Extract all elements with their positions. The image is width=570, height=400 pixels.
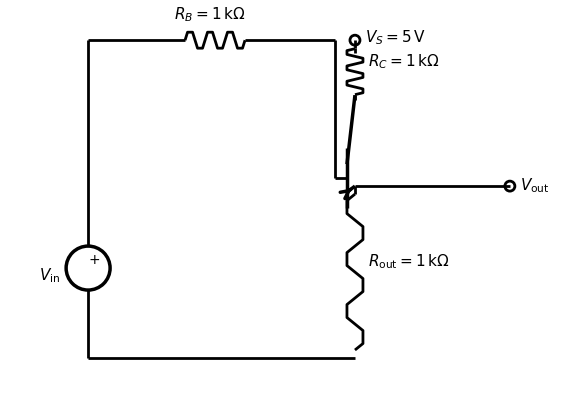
Text: $V_{\mathrm{in}}$: $V_{\mathrm{in}}$ — [39, 267, 60, 286]
Text: $R_B = 1\,\mathrm{k\Omega}$: $R_B = 1\,\mathrm{k\Omega}$ — [174, 6, 246, 24]
Text: $V_S = 5\,\mathrm{V}$: $V_S = 5\,\mathrm{V}$ — [365, 28, 426, 46]
Text: $V_{\mathrm{out}}$: $V_{\mathrm{out}}$ — [520, 177, 549, 196]
Text: $+$: $+$ — [88, 253, 100, 267]
Text: $R_C = 1\,\mathrm{k\Omega}$: $R_C = 1\,\mathrm{k\Omega}$ — [368, 52, 439, 71]
Text: $R_{\mathrm{out}} = 1\,\mathrm{k\Omega}$: $R_{\mathrm{out}} = 1\,\mathrm{k\Omega}$ — [368, 253, 449, 272]
